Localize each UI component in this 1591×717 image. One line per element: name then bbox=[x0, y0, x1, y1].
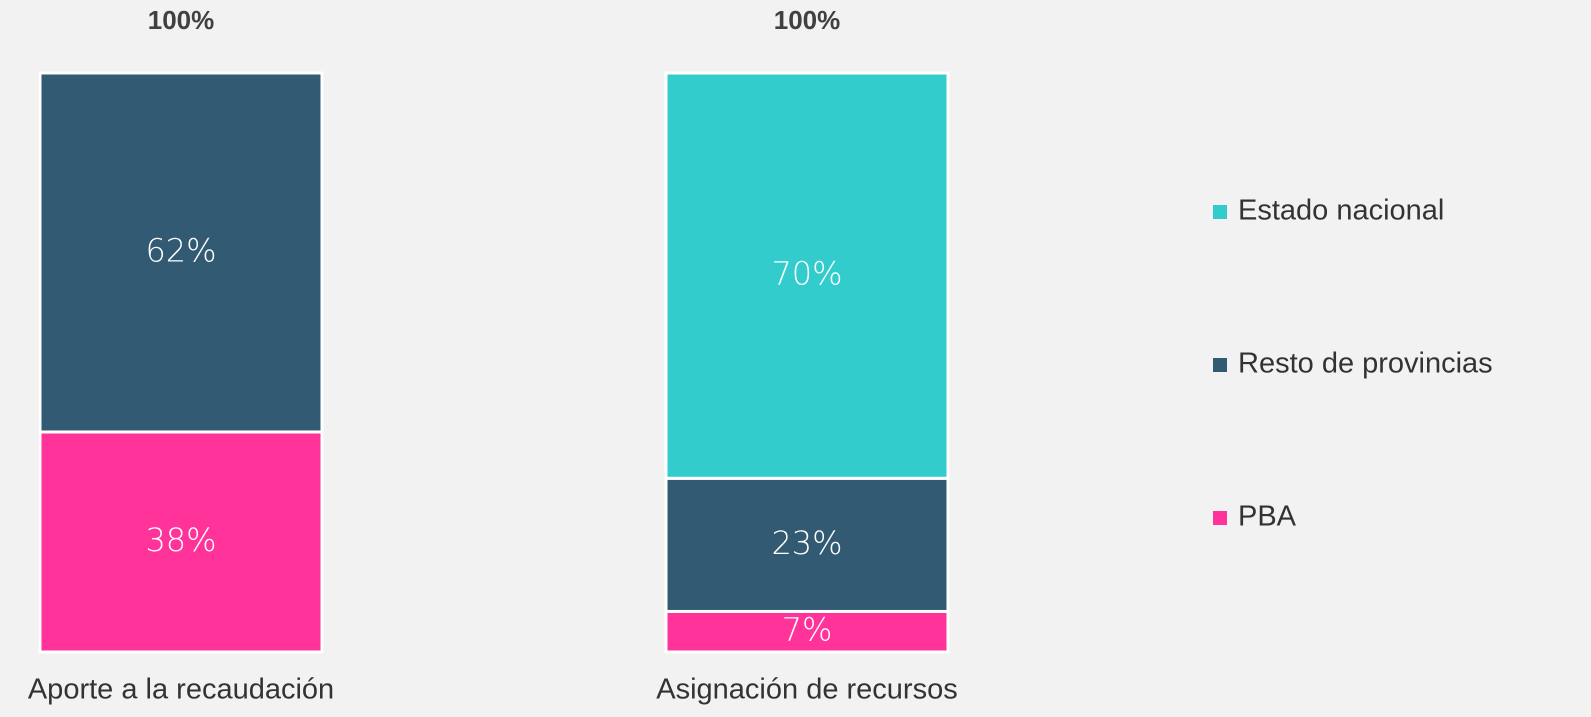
total-label: 100% bbox=[148, 5, 215, 35]
data-label: 62% bbox=[145, 231, 216, 269]
total-label: 100% bbox=[774, 5, 841, 35]
legend-swatch bbox=[1213, 511, 1227, 525]
x-tick-label: Asignación de recursos bbox=[656, 674, 957, 706]
legend-label: PBA bbox=[1238, 501, 1297, 533]
legend-label: Resto de provincias bbox=[1238, 348, 1493, 380]
data-label: 23% bbox=[771, 524, 842, 562]
chart: 100% Aporte a la recaudación 38% 62% 100% Asi… bbox=[0, 0, 1591, 717]
legend-swatch bbox=[1213, 358, 1227, 372]
data-label: 38% bbox=[145, 521, 216, 559]
data-label: 7% bbox=[782, 611, 833, 649]
data-label: 70% bbox=[771, 255, 842, 293]
legend-swatch bbox=[1213, 205, 1227, 219]
x-tick-label: Aporte a la recaudación bbox=[28, 674, 334, 706]
legend-label: Estado nacional bbox=[1238, 195, 1444, 227]
